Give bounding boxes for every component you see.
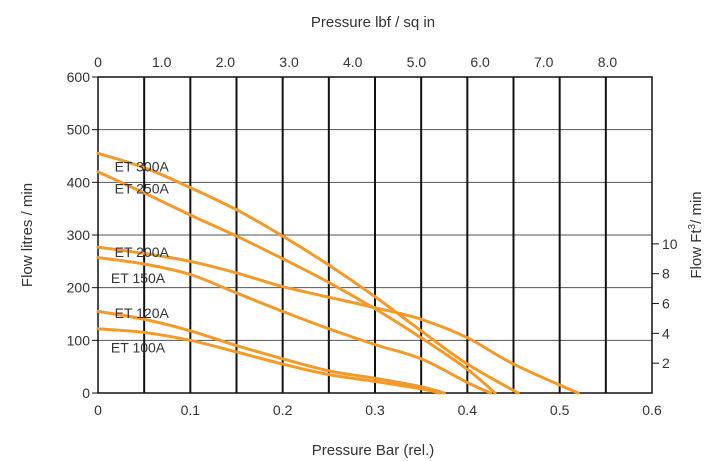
left-tick-label-3: 300 [67, 227, 91, 243]
top-tick-label-7: 7.0 [534, 54, 554, 70]
top-tick-label-8: 8.0 [598, 54, 618, 70]
series-line-et-300a [96, 151, 520, 395]
grid [97, 76, 653, 394]
bottom-tick-label-1: 0.1 [181, 402, 201, 418]
series-label-et-300a: ET 300A [115, 159, 170, 175]
left-tick-label-1: 100 [67, 332, 91, 348]
top-tick-label-0: 0 [94, 54, 102, 70]
top-tick-label-4: 4.0 [343, 54, 363, 70]
left-tick-label-5: 500 [67, 122, 91, 138]
top-axis-title: Pressure lbf / sq in [311, 14, 435, 31]
series-line-et-100a [96, 327, 442, 395]
series-label-et-250a: ET 250A [115, 181, 170, 197]
bottom-tick-label-5: 0.5 [550, 402, 570, 418]
bottom-tick-label-0: 0 [94, 402, 102, 418]
series-line-et-120a [96, 309, 446, 395]
right-axis-title-prefix: Flow Ft [688, 229, 705, 279]
series-line-et-200a [96, 245, 580, 395]
left-tick-label-4: 400 [67, 174, 91, 190]
series-label-et-100a: ET 100A [111, 340, 166, 356]
right-axis-title: Flow Ft3/ min [687, 191, 705, 278]
series-lines [96, 151, 580, 395]
top-tick-label-3: 3.0 [279, 54, 299, 70]
bottom-axis-title: Pressure Bar (rel.) [312, 442, 435, 459]
bottom-tick-label-3: 0.3 [365, 402, 385, 418]
right-tick-label-2: 6 [662, 296, 670, 312]
top-tick-label-6: 6.0 [470, 54, 490, 70]
top-tick-label-5: 5.0 [407, 54, 427, 70]
right-axis-title-sup: 3 [687, 223, 698, 229]
series-labels: ET 300A ET 250A ET 200A ET 150A ET 120A ET 10… [111, 159, 170, 356]
left-tick-label-2: 200 [67, 280, 91, 296]
left-tick-label-0: 0 [82, 385, 90, 401]
right-tick-label-0: 2 [662, 355, 670, 371]
top-tick-label-2: 2.0 [216, 54, 236, 70]
right-tick-label-3: 8 [662, 266, 670, 282]
right-tick-label-4: 10 [662, 236, 678, 252]
series-label-et-200a: ET 200A [115, 244, 170, 260]
right-axis-title-suffix: / min [688, 191, 705, 224]
series-label-et-120a: ET 120A [115, 305, 170, 321]
right-tick-label-1: 4 [662, 325, 670, 341]
left-tick-label-6: 600 [67, 69, 91, 85]
left-axis-title: Flow litres / min [19, 183, 36, 287]
bottom-tick-label-2: 0.2 [273, 402, 293, 418]
bottom-tick-label-6: 0.6 [642, 402, 662, 418]
top-tick-label-1: 1.0 [152, 54, 172, 70]
series-line-et-250a [96, 170, 497, 395]
series-label-et-150a: ET 150A [111, 270, 166, 286]
series-line-et-150a [96, 256, 492, 395]
bottom-tick-label-4: 0.4 [458, 402, 478, 418]
